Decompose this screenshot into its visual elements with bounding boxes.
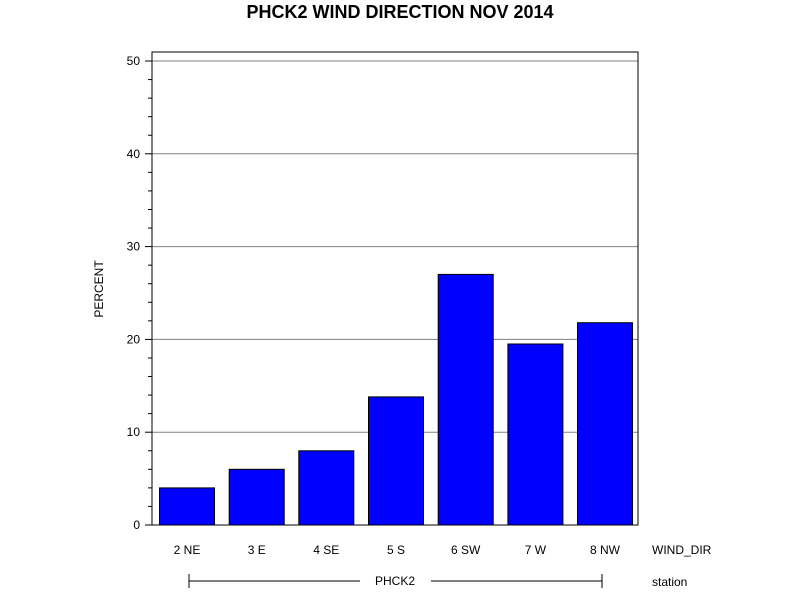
bar-8-nw <box>577 322 633 526</box>
group-label: PHCK2 <box>375 574 415 588</box>
y-axis-ticks: 0 10 20 30 40 50 <box>127 54 152 532</box>
bar-7-w <box>507 343 564 526</box>
y-tick-label: 20 <box>127 332 141 346</box>
y-tick-label: 10 <box>127 425 141 439</box>
bar-6-sw <box>437 273 494 526</box>
y-tick-label: 50 <box>127 54 141 68</box>
x-axis-label: WIND_DIR <box>652 543 712 557</box>
bar-2-ne <box>159 487 215 526</box>
x-tick-label: 5 S <box>387 543 405 557</box>
x-tick-label: 3 E <box>248 543 266 557</box>
x-tick-label: 4 SE <box>313 543 339 557</box>
y-tick-label: 40 <box>127 147 141 161</box>
x-tick-labels: 2 NE 3 E 4 SE 5 S 6 SW 7 W 8 NW <box>174 543 621 557</box>
x-tick-label: 6 SW <box>451 543 481 557</box>
bars <box>159 273 633 526</box>
y-tick-label: 30 <box>127 240 141 254</box>
bar-5-s <box>368 396 424 526</box>
group-axis-label: station <box>652 575 687 589</box>
x-tick-label: 7 W <box>525 543 547 557</box>
chart-title: PHCK2 WIND DIRECTION NOV 2014 <box>246 2 553 22</box>
y-tick-label: 0 <box>133 518 140 532</box>
x-tick-label: 2 NE <box>174 543 201 557</box>
gridlines <box>152 60 638 433</box>
x-tick-label: 8 NW <box>590 543 621 557</box>
bar-4-se <box>298 450 355 526</box>
y-axis-label: PERCENT <box>92 260 106 318</box>
bar-3-e <box>228 468 285 526</box>
plot-frame <box>151 51 639 526</box>
